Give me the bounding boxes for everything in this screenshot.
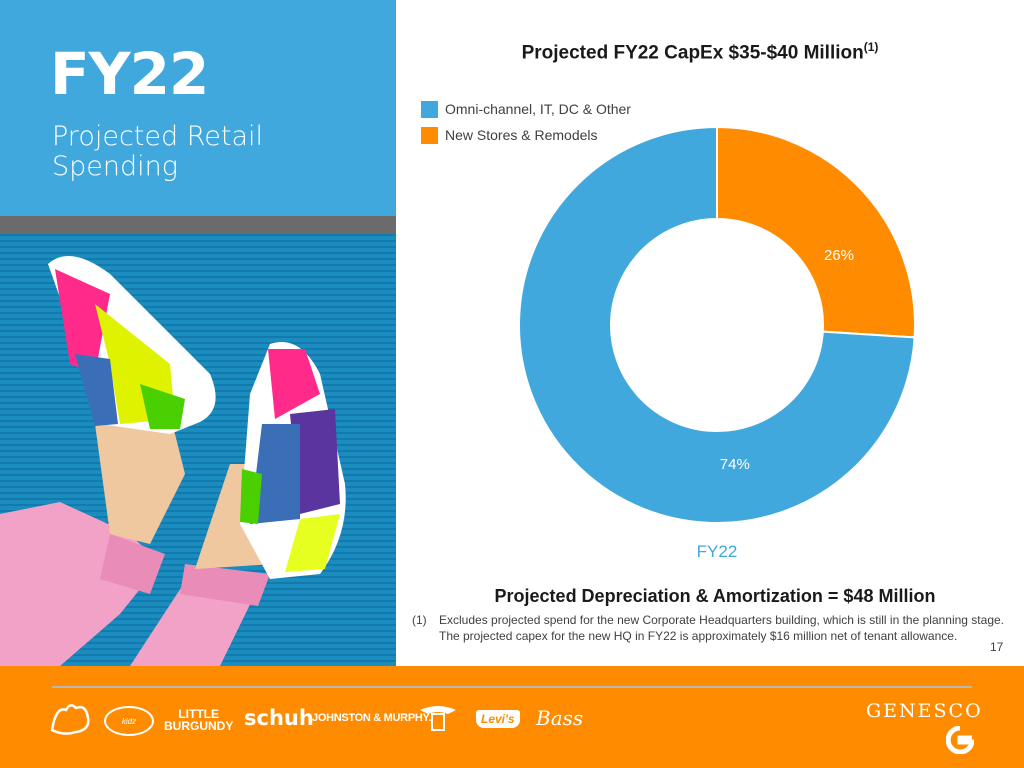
chart-legend: Omni-channel, IT, DC & Other New Stores … xyxy=(421,96,631,148)
johnston-murphy-logo: JOHNSTON & MURPHY. xyxy=(312,712,432,724)
genesco-g-icon xyxy=(946,726,974,754)
page-title: FY22 xyxy=(50,40,209,108)
slice-omni-channel xyxy=(518,125,916,524)
title-panel: FY22 Projected Retail Spending xyxy=(0,0,396,216)
legend-item-new-stores: New Stores & Remodels xyxy=(421,122,631,148)
legend-label-new-stores: New Stores & Remodels xyxy=(445,127,598,143)
page-number: 17 xyxy=(990,640,1004,654)
genesco-logo: GENESCO xyxy=(866,700,983,722)
page-subtitle: Projected Retail Spending xyxy=(52,121,264,182)
little-burgundy-logo-line1: LITTLE xyxy=(178,707,219,721)
chart-title-footnote-ref: (1) xyxy=(863,40,879,54)
data-label-omni-channel: 74% xyxy=(720,456,750,473)
divider-strip xyxy=(0,216,396,234)
legend-label-omni: Omni-channel, IT, DC & Other xyxy=(445,101,631,117)
sneakers-photo xyxy=(0,234,396,666)
legend-item-omni: Omni-channel, IT, DC & Other xyxy=(421,96,631,122)
slice-new-stores xyxy=(716,125,916,339)
little-burgundy-logo: LITTLE BURGUNDY xyxy=(164,708,233,732)
legend-swatch-new-stores xyxy=(421,126,438,144)
x-axis-label: FY22 xyxy=(697,542,738,561)
levis-logo: Levi's xyxy=(476,710,520,728)
footer-divider xyxy=(52,686,972,688)
journeys-kidz-logo-icon: kidz xyxy=(104,706,154,736)
donut-chart: 26% 74% FY22 xyxy=(518,125,916,561)
bass-logo: Bass xyxy=(536,706,584,730)
footer-banner: kidz LITTLE BURGUNDY schuh JOHNSTON & MU… xyxy=(0,666,1024,768)
schuh-logo: schuh xyxy=(244,706,314,730)
chart-title-text: Projected FY22 CapEx $35-$40 Million xyxy=(521,42,864,64)
footnote-number: (1) xyxy=(412,613,427,627)
depreciation-amortization-line: Projected Depreciation & Amortization = … xyxy=(494,586,936,606)
legend-swatch-omni xyxy=(421,100,438,118)
dockers-logo xyxy=(418,700,458,739)
journeys-logo-icon xyxy=(50,704,90,735)
chart-title: Projected FY22 CapEx $35-$40 Million(1) xyxy=(405,40,995,64)
dockers-wings-icon xyxy=(420,706,456,731)
data-label-new-stores: 26% xyxy=(824,247,854,264)
little-burgundy-logo-line2: BURGUNDY xyxy=(164,719,234,733)
footnote-text: Excludes projected spend for the new Cor… xyxy=(439,613,1004,643)
